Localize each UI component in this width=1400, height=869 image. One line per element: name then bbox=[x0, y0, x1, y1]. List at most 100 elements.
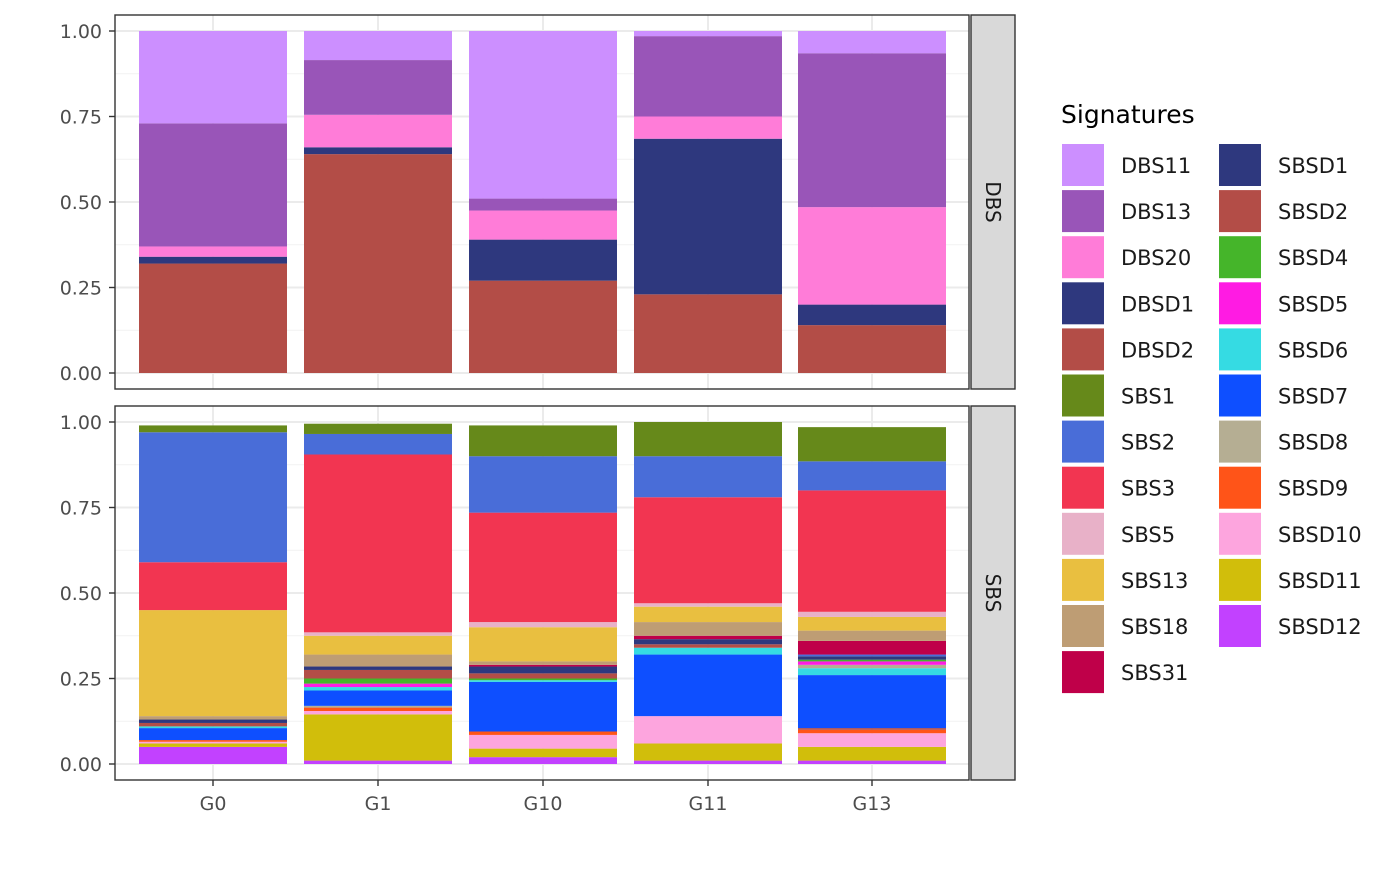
facet-strip-label: DBS bbox=[981, 181, 1005, 222]
legend-key-sbsd12 bbox=[1219, 605, 1261, 647]
bar-segment-g1-dbsd2 bbox=[304, 154, 452, 373]
bar-segment-g13-sbsd9 bbox=[798, 729, 946, 734]
legend-key-sbsd1 bbox=[1219, 144, 1261, 186]
legend-label-sbs18: SBS18 bbox=[1121, 615, 1188, 639]
bar-segment-g13-sbs2 bbox=[798, 461, 946, 491]
legend-label-sbsd5: SBSD5 bbox=[1278, 292, 1348, 316]
bar-segment-g1-sbs18 bbox=[304, 654, 452, 667]
y-tick-label: 0.00 bbox=[60, 363, 102, 385]
bar-segment-g13-dbs20 bbox=[798, 207, 946, 305]
legend-label-sbs31: SBS31 bbox=[1121, 661, 1188, 685]
legend-key-sbsd10 bbox=[1219, 512, 1261, 555]
bar-segment-g11-sbsd12 bbox=[634, 760, 782, 764]
bar-segment-g0-sbsd6 bbox=[139, 726, 287, 729]
legend-label-sbsd1: SBSD1 bbox=[1278, 154, 1348, 178]
legend-label-sbs5: SBS5 bbox=[1121, 523, 1175, 547]
bar-segment-g13-dbsd2 bbox=[798, 325, 946, 373]
bar-segment-g1-dbsd1 bbox=[304, 147, 452, 155]
legend-key-sbs2 bbox=[1062, 420, 1104, 463]
legend-label-dbsd1: DBSD1 bbox=[1121, 292, 1194, 316]
legend-label-dbsd2: DBSD2 bbox=[1121, 338, 1194, 362]
bar-segment-g10-sbsd10 bbox=[469, 734, 617, 749]
x-tick-label: G10 bbox=[524, 793, 563, 815]
bar-segment-g13-sbsd2 bbox=[798, 728, 946, 730]
legend-label-sbsd7: SBSD7 bbox=[1278, 385, 1348, 409]
bar-segment-g11-sbs13 bbox=[634, 606, 782, 623]
bar-segment-g10-sbs13 bbox=[469, 627, 617, 662]
bar-segment-g10-sbsd7 bbox=[469, 681, 617, 732]
legend-key-dbs11 bbox=[1062, 144, 1104, 186]
bar-segment-g13-sbs2 bbox=[798, 654, 946, 657]
bar-segment-g10-sbsd4 bbox=[469, 678, 617, 681]
bar-segment-g1-dbs13 bbox=[304, 60, 452, 115]
y-tick-label: 0.25 bbox=[60, 278, 102, 300]
bar-segment-g13-sbsd10 bbox=[798, 733, 946, 747]
legend-label-sbsd12: SBSD12 bbox=[1278, 615, 1362, 639]
bar-segment-g0-sbsd2 bbox=[139, 722, 287, 727]
legend-label-dbs11: DBS11 bbox=[1121, 154, 1191, 178]
bar-segment-g1-sbsd11 bbox=[304, 714, 452, 761]
bar-segment-g0-sbsd1 bbox=[139, 719, 287, 723]
bar-segment-g10-dbsd1 bbox=[469, 239, 617, 281]
bar-segment-g11-sbs1 bbox=[634, 422, 782, 457]
legend-key-sbsd7 bbox=[1219, 374, 1261, 417]
y-tick-label: 0.25 bbox=[60, 669, 102, 691]
legend-key-sbsd5 bbox=[1219, 282, 1261, 325]
x-tick-label: G0 bbox=[200, 793, 227, 815]
bar-segment-g10-dbs13 bbox=[469, 198, 617, 211]
legend-label-dbs13: DBS13 bbox=[1121, 200, 1191, 224]
bar-segment-g1-dbs20 bbox=[304, 114, 452, 148]
bar-segment-g13-sbsd6 bbox=[798, 668, 946, 676]
bar-segment-g0-dbs13 bbox=[139, 123, 287, 247]
bar-segment-g11-dbsd2 bbox=[634, 294, 782, 373]
bar-segment-g11-sbsd1 bbox=[634, 639, 782, 645]
x-tick-label: G13 bbox=[853, 793, 892, 815]
bar-segment-g10-sbs18 bbox=[469, 661, 617, 665]
legend-key-sbsd4 bbox=[1219, 236, 1261, 279]
y-tick-label: 0.75 bbox=[60, 107, 102, 129]
bar-segment-g0-sbsd9 bbox=[139, 740, 287, 742]
bar-segment-g11-sbsd11 bbox=[634, 743, 782, 761]
bar-segment-g13-sbs18 bbox=[798, 630, 946, 641]
bar-segment-g0-sbs2 bbox=[139, 432, 287, 563]
bar-segment-g11-sbs18 bbox=[634, 622, 782, 636]
bar-segment-g10-sbs5 bbox=[469, 622, 617, 628]
bar-segment-g13-sbs13 bbox=[798, 616, 946, 631]
bar-segment-g1-sbs13 bbox=[304, 635, 452, 655]
bar-segment-g1-sbs5 bbox=[304, 632, 452, 636]
legend-title: Signatures bbox=[1061, 100, 1195, 129]
bar-segment-g1-sbsd1 bbox=[304, 666, 452, 670]
bar-segment-g10-sbsd9 bbox=[469, 731, 617, 735]
bar-segment-g13-sbs31 bbox=[798, 640, 946, 655]
bar-segment-g11-sbs5 bbox=[634, 603, 782, 607]
bar-segment-g10-sbsd12 bbox=[469, 757, 617, 764]
y-tick-label: 0.50 bbox=[60, 583, 102, 605]
bar-segment-g1-sbsd6 bbox=[304, 687, 452, 691]
legend-key-sbs5 bbox=[1062, 512, 1104, 555]
legend-key-sbs1 bbox=[1062, 374, 1104, 417]
bar-segment-g0-sbs18 bbox=[139, 716, 287, 720]
bar-segment-g11-dbsd1 bbox=[634, 138, 782, 295]
bar-segment-g11-sbsd10 bbox=[634, 716, 782, 744]
bar-segment-g1-sbs3 bbox=[304, 454, 452, 633]
bar-segment-g13-dbsd1 bbox=[798, 304, 946, 326]
bar-segment-g1-sbs1 bbox=[304, 423, 452, 434]
bar-segment-g10-sbs1 bbox=[469, 425, 617, 457]
bar-segment-g10-sbs2 bbox=[469, 456, 617, 513]
y-tick-label: 0.00 bbox=[60, 754, 102, 776]
legend-label-sbsd9: SBSD9 bbox=[1278, 477, 1348, 501]
y-tick-label: 1.00 bbox=[60, 412, 102, 434]
bar-segment-g11-sbsd6 bbox=[634, 647, 782, 655]
bar-segment-g11-sbsd7 bbox=[634, 654, 782, 717]
bar-segment-g11-sbs2 bbox=[634, 456, 782, 498]
facet-strip bbox=[970, 405, 1016, 781]
legend-label-sbs1: SBS1 bbox=[1121, 385, 1175, 409]
bar-segment-g1-sbsd8 bbox=[304, 705, 452, 708]
bar-segment-g1-sbs2 bbox=[304, 433, 452, 455]
bar-segment-g11-dbs20 bbox=[634, 116, 782, 139]
bar-segment-g13-sbs5 bbox=[798, 611, 946, 617]
legend-key-dbsd2 bbox=[1062, 328, 1104, 371]
legend-key-sbs31 bbox=[1062, 651, 1104, 694]
legend-key-sbsd9 bbox=[1219, 466, 1261, 509]
